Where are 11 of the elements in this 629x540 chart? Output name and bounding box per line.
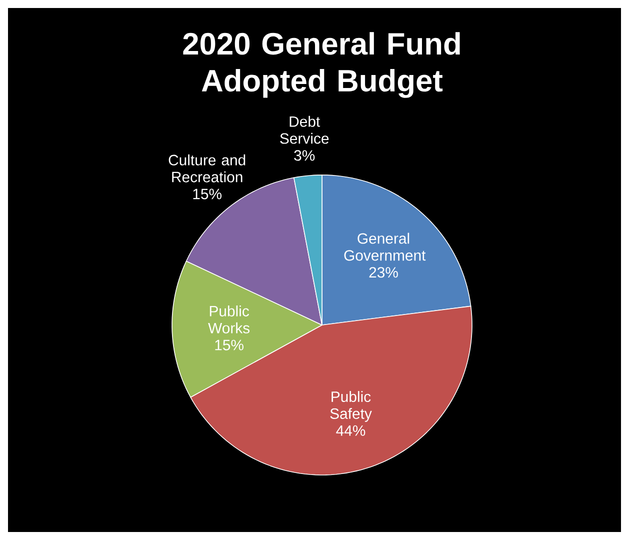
slice-label: Public Safety	[330, 391, 372, 422]
data-label: 44%	[336, 425, 366, 436]
data-label: 23%	[369, 267, 398, 278]
slice-label: Culture and Recreation	[168, 154, 246, 182]
data-label: 3%	[294, 150, 315, 161]
slice-label: Debt Service	[280, 116, 329, 144]
slice-label: Public Works	[208, 305, 250, 334]
chart-title: 2020 General Fund Adopted Budget	[183, 32, 460, 98]
data-label: 15%	[215, 340, 244, 350]
slice-label: General Government	[344, 232, 426, 261]
data-label: 15%	[193, 188, 222, 200]
